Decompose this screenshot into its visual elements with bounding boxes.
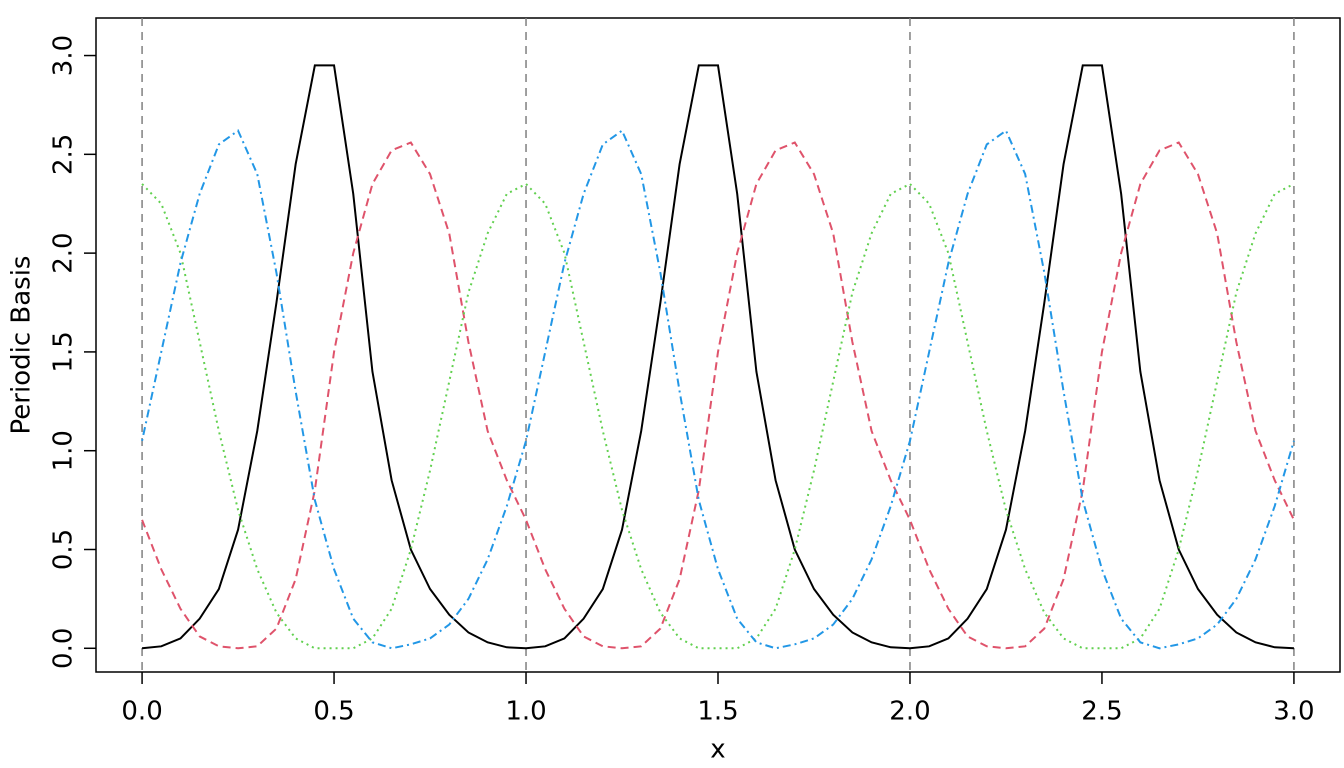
y-tick-label: 2.5 <box>49 134 79 175</box>
series-line <box>141 129 1295 650</box>
x-tick-label: 0.5 <box>313 697 354 727</box>
y-tick-label: 1.0 <box>49 430 79 471</box>
y-tick-label: 0.0 <box>49 628 79 669</box>
y-tick-label: 3.0 <box>49 35 79 76</box>
x-tick-label: 1.0 <box>505 697 546 727</box>
y-tick-label: 2.0 <box>49 232 79 273</box>
x-axis-label: x <box>710 735 725 765</box>
y-tick-label: 1.5 <box>49 331 79 372</box>
series-line <box>141 141 1295 650</box>
series-line <box>141 64 1294 650</box>
plot-box <box>95 17 1341 673</box>
x-tick-label: 1.5 <box>697 697 738 727</box>
x-tick-label: 2.0 <box>889 697 930 727</box>
x-tick-label: 0.0 <box>121 697 162 727</box>
x-tick-label: 3.0 <box>1273 697 1314 727</box>
x-tick-label: 2.5 <box>1081 697 1122 727</box>
y-tick-label: 0.5 <box>49 529 79 570</box>
y-axis-label: Periodic Basis <box>7 256 37 435</box>
